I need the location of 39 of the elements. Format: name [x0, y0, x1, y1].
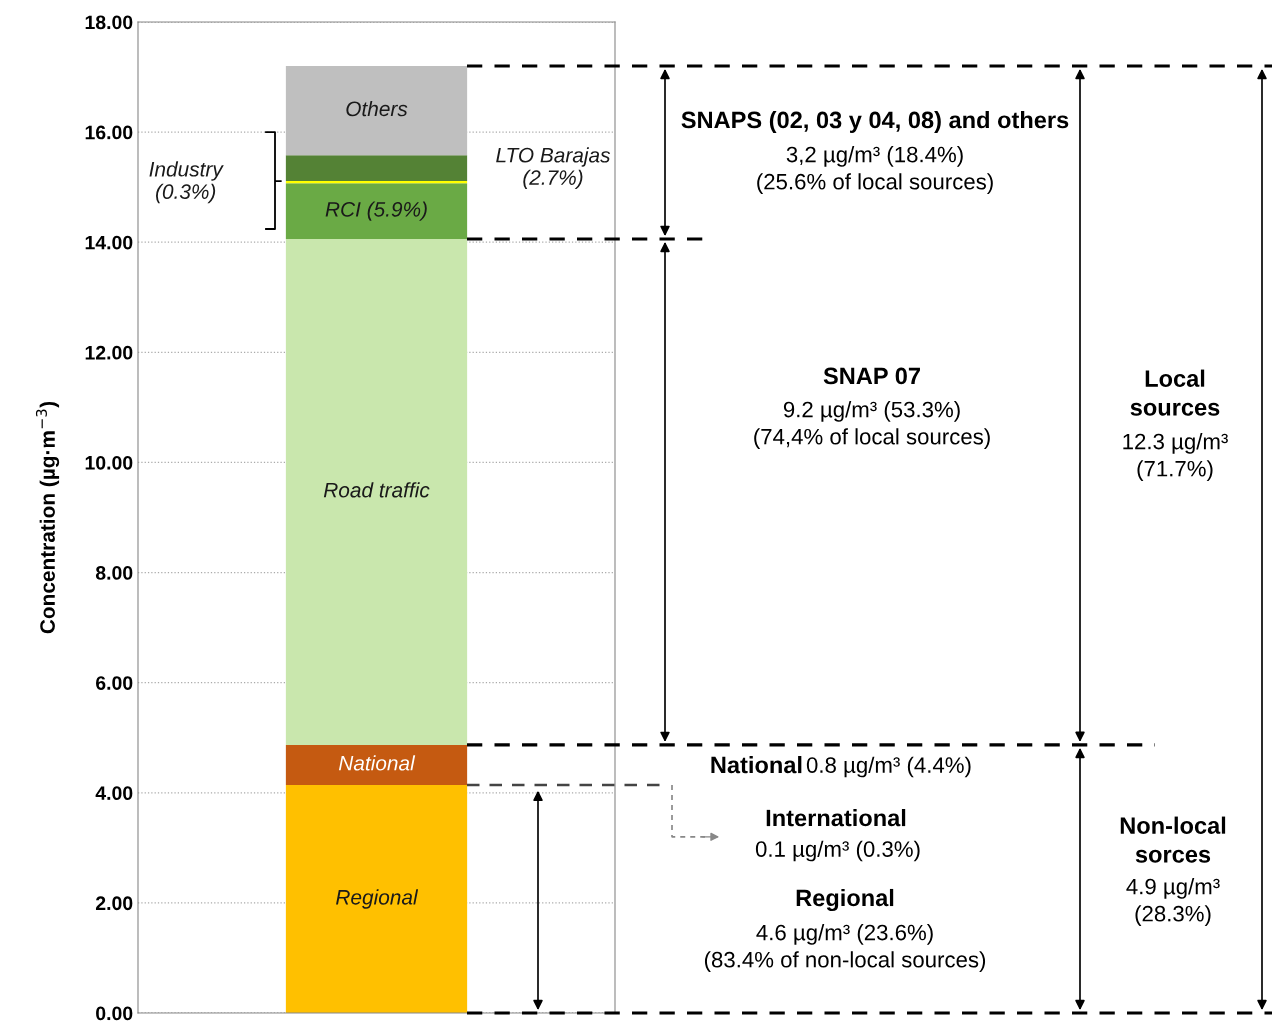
bar: [285, 183, 468, 239]
y-tick-label: 12.00: [85, 345, 133, 360]
bar: [285, 744, 468, 786]
bar: [285, 66, 468, 156]
series-label: LTO Barajas (2.7%): [496, 147, 611, 190]
y-axis-title: Concentration (µg·m$^{−3}$): [35, 401, 60, 634]
y-tick-label: 4.00: [95, 786, 133, 801]
bar: [285, 238, 468, 745]
y-tick-label: 10.00: [85, 455, 133, 470]
text: Industry (0.3%): [149, 161, 224, 204]
y-tick-label: 0.00: [96, 1006, 133, 1021]
y-tick-label: 16.00: [85, 125, 133, 140]
text: Local sources: [1130, 369, 1220, 416]
text: 4.6 µg/m³ (23.6%) (83.4% of non-local sources): [704, 924, 986, 972]
text: 4.9 µg/m³ (28.3%): [1126, 878, 1220, 926]
text: National: [711, 755, 802, 774]
y-tick-label: 6.00: [96, 676, 133, 690]
series-label: RCI (5.9%): [325, 201, 427, 221]
text: SNAPS (02, 03 y 04, 08) and others: [681, 111, 1069, 133]
y-tick-label: 18.00: [85, 15, 133, 30]
text: 12.3 µg/m³ (71.7%): [1123, 433, 1228, 481]
y-tick-label: 14.00: [85, 235, 133, 250]
y-tick-label: 8.00: [95, 566, 133, 580]
text: International: [766, 808, 906, 827]
y-tick-label: 2.00: [95, 896, 133, 911]
text: 0.8 µg/m³ (4.4%): [806, 756, 971, 778]
text: SNAP 07: [823, 367, 920, 385]
series-label: Regional: [336, 889, 419, 909]
series-label: Others: [346, 100, 408, 117]
bar: [285, 181, 468, 184]
text: 3,2 µg/m³ (18.4%) (25.6% of local sources): [757, 146, 993, 194]
bar: [285, 785, 468, 1013]
series-label: Road traffic: [323, 482, 430, 498]
bar: [285, 155, 468, 182]
text: 0.1 µg/m³ (0.3%): [755, 840, 920, 862]
series-label: National: [338, 755, 416, 771]
text: Non-local sorces: [1120, 816, 1226, 863]
text: 9.2 µg/m³ (53.3%) (74,4% of local sources): [754, 401, 990, 449]
text: Regional: [796, 888, 894, 912]
